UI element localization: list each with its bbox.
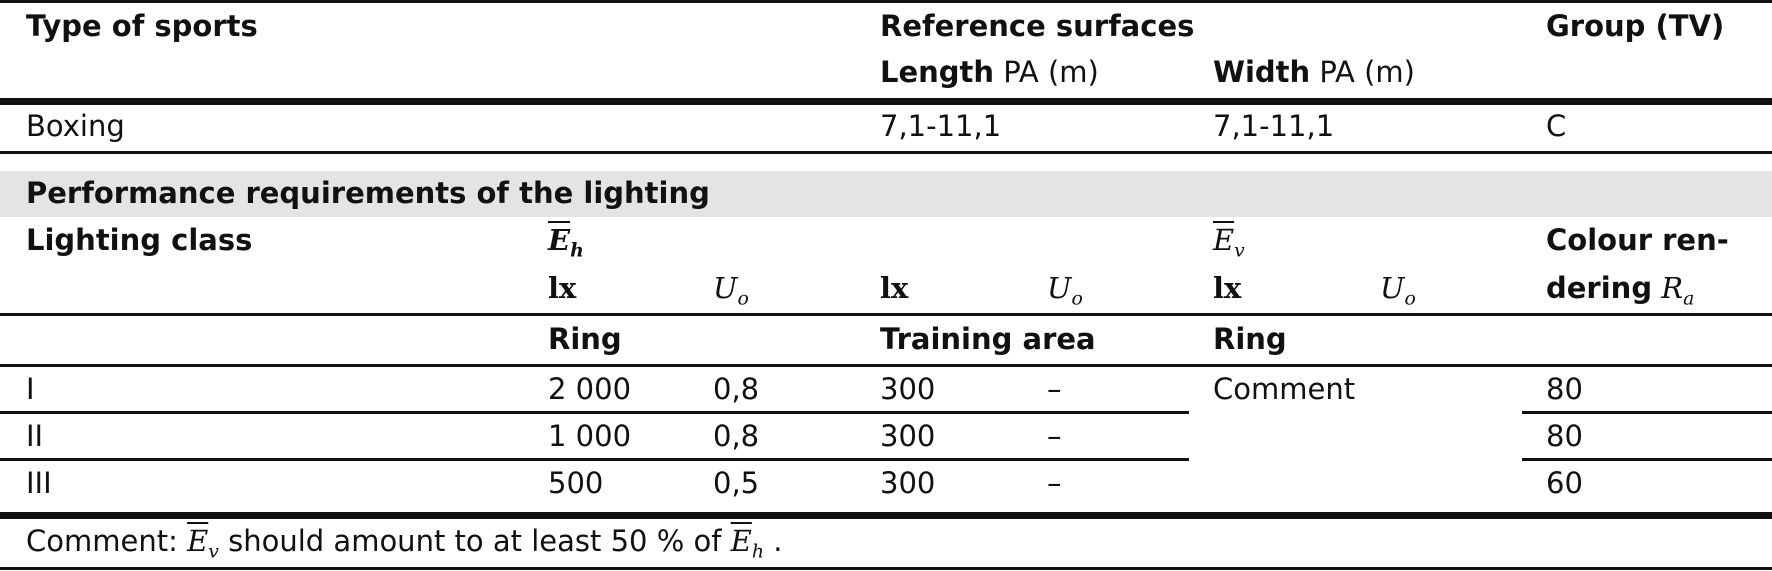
group-tv-heading: Group (TV): [1546, 9, 1725, 43]
ra-subscript: a: [1683, 288, 1695, 310]
row-3-eh-lx: 500: [548, 466, 604, 500]
ev-uo-symbol: Uo: [1380, 271, 1416, 317]
row-2-eh-uo: 0,8: [713, 419, 760, 453]
footnote-prefix: Comment:: [26, 524, 178, 558]
top-rule: [0, 0, 1772, 3]
ring-heading-2: Ring: [1213, 322, 1287, 356]
colour-rendering-line-1: Colour ren-: [1546, 223, 1729, 257]
eh-lx-unit: lx: [548, 271, 577, 305]
eh-uo-subscript: o: [737, 288, 749, 310]
training-uo-letter: U: [1047, 271, 1072, 305]
row-2-class: II: [26, 419, 44, 453]
width-label: Width: [1213, 55, 1311, 89]
header-bottom-rule: [0, 98, 1772, 105]
colour-rendering-line-2: dering Ra: [1546, 271, 1694, 317]
training-area-heading: Training area: [880, 322, 1096, 356]
sport-name: Boxing: [26, 109, 125, 143]
row-1-class: I: [26, 372, 35, 406]
footnote-ev-subscript: v: [208, 541, 219, 563]
table-bottom-rule: [0, 512, 1772, 519]
row-2-training-uo: –: [1047, 419, 1062, 453]
type-of-sports-heading: Type of sports: [26, 9, 258, 43]
sport-length: 7,1-11,1: [880, 109, 1002, 143]
ev-uo-letter: U: [1380, 271, 1405, 305]
eh-symbol: Eh: [548, 223, 584, 268]
row-3-class: III: [26, 466, 52, 500]
ev-symbol: Ev: [1213, 223, 1245, 269]
footnote-eh-letter: E: [730, 524, 752, 558]
row-2-ra: 80: [1546, 419, 1583, 453]
length-heading: Length PA (m): [880, 55, 1099, 89]
row-3-eh-uo: 0,5: [713, 466, 760, 500]
ra-letter: R: [1661, 271, 1684, 305]
row-1-training-lx: 300: [880, 372, 936, 406]
performance-title: Performance requirements of the lighting: [26, 176, 710, 210]
row-2-eh-lx: 1 000: [548, 419, 632, 453]
sport-width: 7,1-11,1: [1213, 109, 1335, 143]
ev-uo-subscript: o: [1404, 288, 1416, 310]
eh-subscript: h: [570, 239, 584, 262]
performance-band: [0, 171, 1772, 217]
row-1-training-uo: –: [1047, 372, 1062, 406]
footnote-ev-letter: E: [187, 524, 209, 558]
ev-subscript: v: [1234, 240, 1245, 262]
row-3-training-lx: 300: [880, 466, 936, 500]
footnote: Comment: Ev should amount to at least 50…: [26, 524, 782, 570]
row-2-rule-left: [0, 458, 1189, 461]
footnote-eh-subscript: h: [751, 541, 764, 563]
training-uo-symbol: Uo: [1047, 271, 1083, 317]
eh-uo-symbol: Uo: [713, 271, 749, 317]
width-heading: Width PA (m): [1213, 55, 1415, 89]
eh-letter: E: [548, 223, 571, 257]
row-1-rule-left: [0, 411, 1189, 414]
footnote-bottom-rule: [0, 567, 1772, 570]
subheader-rule: [0, 313, 1772, 316]
footnote-end: .: [773, 524, 783, 558]
row-2-rule-right: [1522, 458, 1772, 461]
lighting-class-heading: Lighting class: [26, 223, 253, 257]
length-label: Length: [880, 55, 995, 89]
row-1-rule-right: [1522, 411, 1772, 414]
length-unit: PA (m): [1003, 55, 1099, 89]
ra-symbol: Ra: [1661, 271, 1694, 310]
reference-surfaces-heading: Reference surfaces: [880, 9, 1195, 43]
row-3-training-uo: –: [1047, 466, 1062, 500]
width-unit: PA (m): [1319, 55, 1415, 89]
footnote-eh-symbol: Eh: [730, 524, 764, 563]
sport-group: C: [1546, 109, 1567, 143]
footnote-ev-symbol: Ev: [187, 524, 219, 563]
row-1-eh-lx: 2 000: [548, 372, 632, 406]
ring-heading-1: Ring: [548, 322, 622, 356]
row-1-ra: 80: [1546, 372, 1583, 406]
area-rule: [0, 364, 1772, 367]
ev-letter: E: [1213, 223, 1235, 257]
footnote-middle: should amount to at least 50 % of: [228, 524, 722, 558]
ev-comment: Comment: [1213, 372, 1356, 406]
eh-uo-letter: U: [713, 271, 738, 305]
row-1-eh-uo: 0,8: [713, 372, 760, 406]
row-3-ra: 60: [1546, 466, 1583, 500]
colour-rendering-dering: dering: [1546, 271, 1653, 305]
row-2-training-lx: 300: [880, 419, 936, 453]
training-uo-subscript: o: [1071, 288, 1083, 310]
training-lx-unit: lx: [880, 271, 909, 305]
sport-row-bottom-rule: [0, 151, 1772, 154]
ev-lx-unit: lx: [1213, 271, 1242, 305]
